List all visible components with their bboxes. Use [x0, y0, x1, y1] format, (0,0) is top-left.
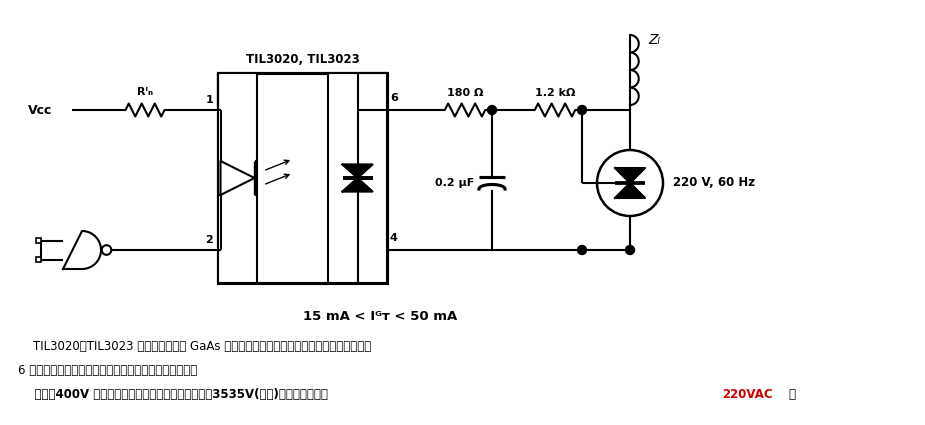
Text: 6 引脚封装，在高湿度工作环境下器件的工作特性较好。: 6 引脚封装，在高湿度工作环境下器件的工作特性较好。: [18, 365, 197, 377]
Polygon shape: [615, 168, 645, 183]
Bar: [218, 73, 257, 283]
Text: 15 mA < Iᴳᴛ < 50 mA: 15 mA < Iᴳᴛ < 50 mA: [302, 311, 457, 323]
Circle shape: [577, 246, 586, 255]
Circle shape: [577, 105, 586, 114]
Text: TIL3020, TIL3023: TIL3020, TIL3023: [246, 53, 360, 66]
Bar: [36, 257, 41, 262]
Text: Rᴵₙ: Rᴵₙ: [137, 87, 153, 97]
Text: TIL3020～TIL3023 型光耦合器件由 GaAs 红外发射二极管及硅光电双向可控确开关组成。: TIL3020～TIL3023 型光耦合器件由 GaAs 红外发射二极管及硅光电…: [18, 340, 371, 354]
Polygon shape: [342, 164, 373, 178]
Circle shape: [487, 105, 497, 114]
Text: 特点：400V 光双向可控确驱动输出；高隔离电压：3535V(峰値)；输出驱动用于: 特点：400V 光双向可控确驱动输出；高隔离电压：3535V(峰値)；输出驱动用…: [18, 388, 332, 402]
Text: 6: 6: [390, 93, 398, 103]
Bar: [36, 238, 41, 243]
Text: 220 V, 60 Hz: 220 V, 60 Hz: [673, 176, 755, 190]
Text: Zₗ: Zₗ: [648, 33, 660, 47]
Circle shape: [625, 246, 635, 255]
Polygon shape: [342, 178, 373, 192]
Text: 2: 2: [205, 235, 213, 245]
Text: 1.2 kΩ: 1.2 kΩ: [535, 88, 575, 98]
Text: 1: 1: [205, 95, 213, 105]
Text: 180 Ω: 180 Ω: [447, 88, 483, 98]
Bar: [328, 73, 387, 283]
Polygon shape: [615, 183, 645, 198]
Text: Vᴄᴄ: Vᴄᴄ: [28, 104, 53, 116]
Text: 。: 。: [788, 388, 795, 402]
Bar: [218, 73, 387, 283]
Text: 4: 4: [390, 233, 398, 243]
Text: 0.2 μF: 0.2 μF: [435, 178, 474, 188]
Text: 220VAC: 220VAC: [722, 388, 772, 402]
